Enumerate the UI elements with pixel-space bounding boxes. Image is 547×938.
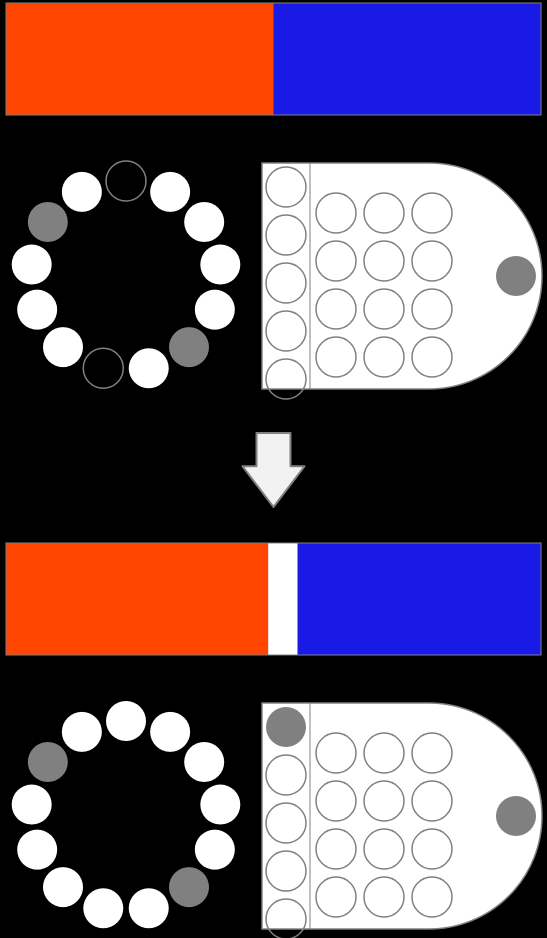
ring-seat bbox=[200, 785, 240, 825]
ring-seat bbox=[12, 245, 52, 285]
bar-segment-blue bbox=[298, 543, 541, 655]
ring-seat bbox=[17, 290, 57, 330]
ring-seat bbox=[62, 172, 102, 212]
ring-seat bbox=[83, 888, 123, 928]
ring-seat bbox=[17, 830, 57, 870]
ring-seat bbox=[28, 742, 68, 782]
ring-seat bbox=[28, 202, 68, 242]
ring-seat bbox=[150, 712, 190, 752]
chamber-head-seat bbox=[496, 256, 536, 296]
bar-segment-blue bbox=[274, 3, 542, 115]
ring-seat bbox=[43, 867, 83, 907]
bar-segment-orange bbox=[6, 3, 274, 115]
ring-seat bbox=[169, 867, 209, 907]
ring-seat bbox=[129, 348, 169, 388]
ring-seat bbox=[169, 327, 209, 367]
bar-segment-orange bbox=[6, 543, 268, 655]
ring-seat bbox=[184, 742, 224, 782]
bar-segment-white bbox=[268, 543, 297, 655]
ring-seat bbox=[43, 327, 83, 367]
ring-seat bbox=[184, 202, 224, 242]
diagram-svg bbox=[0, 0, 547, 938]
chamber-head-seat bbox=[496, 796, 536, 836]
ring-seat bbox=[150, 172, 190, 212]
ring-seat bbox=[200, 245, 240, 285]
chamber-left-seat bbox=[266, 707, 306, 747]
ring-seat bbox=[12, 785, 52, 825]
ring-seat bbox=[129, 888, 169, 928]
ring-seat bbox=[62, 712, 102, 752]
ring-seat bbox=[106, 701, 146, 741]
ring-seat bbox=[195, 830, 235, 870]
ring-seat bbox=[195, 290, 235, 330]
